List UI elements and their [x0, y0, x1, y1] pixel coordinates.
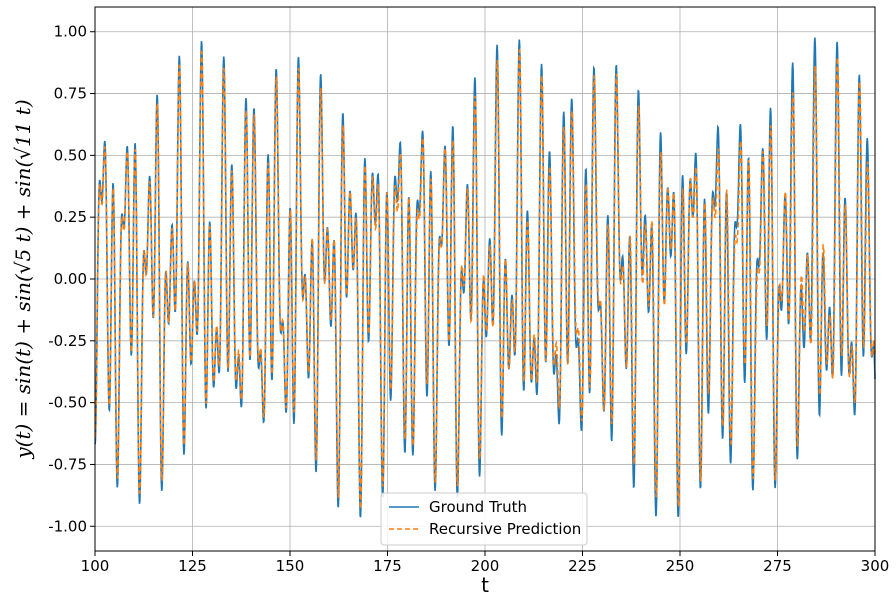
legend-label-ground-truth: Ground Truth	[429, 498, 527, 516]
x-tick-label: 150	[276, 557, 305, 575]
y-tick-label: 0.50	[54, 146, 87, 164]
x-tick-label: 175	[373, 557, 402, 575]
y-axis-ticks: -1.00 -0.75 -0.50 -0.25 0.00 0.25 0.50 0.75 1.00	[48, 23, 95, 535]
y-tick-label: 1.00	[54, 23, 87, 41]
legend: Ground Truth Recursive Prediction	[380, 492, 588, 546]
x-tick-label: 125	[178, 557, 207, 575]
y-tick-label: -1.00	[48, 517, 87, 535]
series-group	[94, 37, 876, 518]
legend-box	[380, 492, 588, 546]
x-tick-label: 200	[471, 557, 500, 575]
y-tick-label: 0.00	[54, 270, 87, 288]
series-line-recursive-prediction	[94, 47, 876, 509]
x-tick-label: 100	[81, 557, 110, 575]
x-axis-label: t	[481, 573, 489, 597]
legend-label-recursive-prediction: Recursive Prediction	[429, 520, 581, 538]
y-tick-label: 0.75	[54, 85, 87, 103]
y-tick-label: -0.50	[48, 394, 87, 412]
y-axis-label: y(t) = sin(t) + sin(√5 t) + sin(√11 t)	[11, 99, 35, 459]
x-tick-label: 300	[861, 557, 890, 575]
y-tick-label: 0.25	[54, 208, 87, 226]
x-tick-label: 250	[666, 557, 695, 575]
x-tick-label: 275	[763, 557, 792, 575]
y-tick-label: -0.75	[48, 455, 87, 473]
y-tick-label: -0.25	[48, 332, 87, 350]
x-axis-ticks: 100 125 150 175 200 225 250 275 300	[81, 551, 890, 575]
x-tick-label: 225	[568, 557, 597, 575]
